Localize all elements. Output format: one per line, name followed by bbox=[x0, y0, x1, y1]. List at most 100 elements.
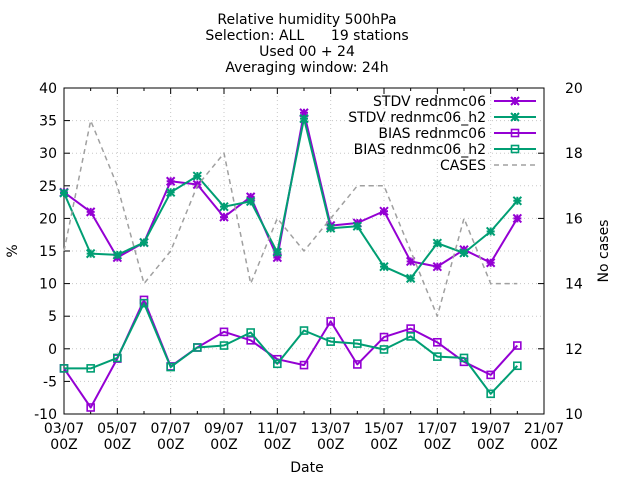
y2-tick-label: 18 bbox=[565, 146, 583, 162]
series-line bbox=[63, 117, 519, 280]
y-tick-label: -5 bbox=[43, 374, 57, 390]
series-bias-rednmc06-h2 bbox=[59, 298, 522, 399]
y2-axis: 10 12 14 16 18 20 bbox=[538, 81, 583, 423]
y-tick-label: -10 bbox=[34, 407, 57, 423]
legend-marker bbox=[510, 96, 520, 106]
y2-tick-label: 10 bbox=[565, 407, 583, 423]
y-tick-label: 25 bbox=[39, 179, 57, 195]
y-axis: -10 -5 0 5 10 15 20 25 30 35 40 bbox=[34, 81, 70, 423]
y-tick-label: 10 bbox=[39, 277, 57, 293]
x-tick-label-hour: 00Z bbox=[477, 437, 504, 453]
y2-tick-label: 14 bbox=[565, 277, 583, 293]
x-tick-label-hour: 00Z bbox=[530, 437, 557, 453]
y2-tick-label: 16 bbox=[565, 211, 583, 227]
data-point bbox=[166, 362, 175, 372]
data-point bbox=[86, 403, 95, 412]
data-point bbox=[245, 196, 256, 207]
x-tick-label-hour: 00Z bbox=[157, 437, 184, 453]
data-point bbox=[219, 212, 229, 222]
data-point bbox=[405, 273, 416, 284]
data-point bbox=[433, 352, 442, 361]
data-point bbox=[299, 360, 309, 370]
legend-label: BIAS rednmc06 bbox=[378, 126, 486, 142]
data-point bbox=[513, 361, 522, 371]
data-point bbox=[379, 332, 389, 342]
chart-title-line: Averaging window: 24h bbox=[225, 60, 388, 76]
x-tick-label-date: 17/07 bbox=[417, 421, 457, 437]
data-point bbox=[219, 341, 229, 350]
data-point bbox=[246, 336, 255, 345]
data-point bbox=[379, 206, 389, 216]
x-tick-label-hour: 00Z bbox=[317, 437, 344, 453]
data-point bbox=[406, 324, 415, 333]
data-point bbox=[193, 343, 202, 352]
x-tick-label-date: 19/07 bbox=[470, 421, 510, 437]
chart-title-line: Used 00 + 24 bbox=[259, 44, 355, 60]
data-point bbox=[139, 237, 149, 248]
legend-marker bbox=[510, 128, 520, 138]
data-point bbox=[192, 171, 203, 181]
y-axis-label: % bbox=[5, 244, 21, 257]
data-point bbox=[353, 360, 362, 369]
data-point bbox=[326, 317, 335, 326]
x-tick-label-hour: 00Z bbox=[210, 437, 237, 453]
data-point bbox=[219, 201, 229, 212]
x-tick-label-hour: 00Z bbox=[104, 437, 131, 453]
legend-label: STDV rednmc06 bbox=[373, 94, 486, 110]
legend-marker bbox=[510, 112, 520, 122]
y-tick-label: 5 bbox=[48, 309, 57, 325]
data-point bbox=[326, 337, 335, 346]
data-point bbox=[299, 113, 309, 124]
data-point bbox=[85, 207, 96, 217]
data-point bbox=[352, 221, 363, 231]
data-point bbox=[432, 238, 443, 248]
x-tick-label-hour: 00Z bbox=[264, 437, 291, 453]
data-point bbox=[112, 250, 123, 260]
data-point bbox=[513, 341, 522, 350]
data-point bbox=[512, 196, 523, 206]
data-point bbox=[219, 327, 229, 337]
legend-marker bbox=[510, 144, 520, 154]
legend-label: CASES bbox=[440, 158, 486, 174]
y-tick-label: 0 bbox=[48, 342, 57, 358]
data-point bbox=[246, 328, 255, 337]
y-tick-label: 30 bbox=[39, 146, 57, 162]
data-point bbox=[325, 223, 336, 233]
series-bias-rednmc06 bbox=[59, 295, 522, 412]
data-point bbox=[85, 248, 96, 259]
data-point bbox=[165, 187, 176, 198]
y-tick-label: 40 bbox=[39, 81, 57, 97]
x-tick-label-date: 21/07 bbox=[524, 421, 564, 437]
legend-label: STDV rednmc06_h2 bbox=[348, 110, 486, 126]
x-tick-label-date: 05/07 bbox=[97, 421, 137, 437]
data-point bbox=[139, 298, 149, 308]
series-stdv-rednmc06-h2 bbox=[59, 113, 523, 284]
x-axis-label: Date bbox=[290, 460, 323, 476]
y2-tick-label: 20 bbox=[565, 81, 583, 97]
data-point bbox=[353, 339, 362, 348]
data-point bbox=[379, 261, 389, 272]
x-tick-label-hour: 00Z bbox=[424, 437, 451, 453]
y2-tick-label: 12 bbox=[565, 342, 583, 358]
series-cases bbox=[63, 119, 518, 317]
data-point bbox=[406, 332, 415, 341]
series-line bbox=[63, 298, 519, 409]
data-point bbox=[59, 364, 69, 373]
data-point bbox=[86, 364, 95, 373]
data-point bbox=[459, 353, 469, 363]
data-point bbox=[273, 359, 282, 369]
x-axis: 03/0700Z05/0700Z07/0700Z09/0700Z11/0700Z… bbox=[44, 88, 564, 453]
data-point bbox=[379, 345, 389, 354]
data-point bbox=[459, 248, 469, 258]
data-point bbox=[486, 389, 495, 399]
series-line bbox=[63, 119, 518, 317]
data-point bbox=[485, 226, 496, 237]
x-tick-label-hour: 00Z bbox=[370, 437, 397, 453]
data-point bbox=[113, 353, 122, 363]
x-tick-label-date: 07/07 bbox=[150, 421, 190, 437]
data-point bbox=[299, 326, 309, 335]
x-tick-label-date: 03/07 bbox=[44, 421, 84, 437]
